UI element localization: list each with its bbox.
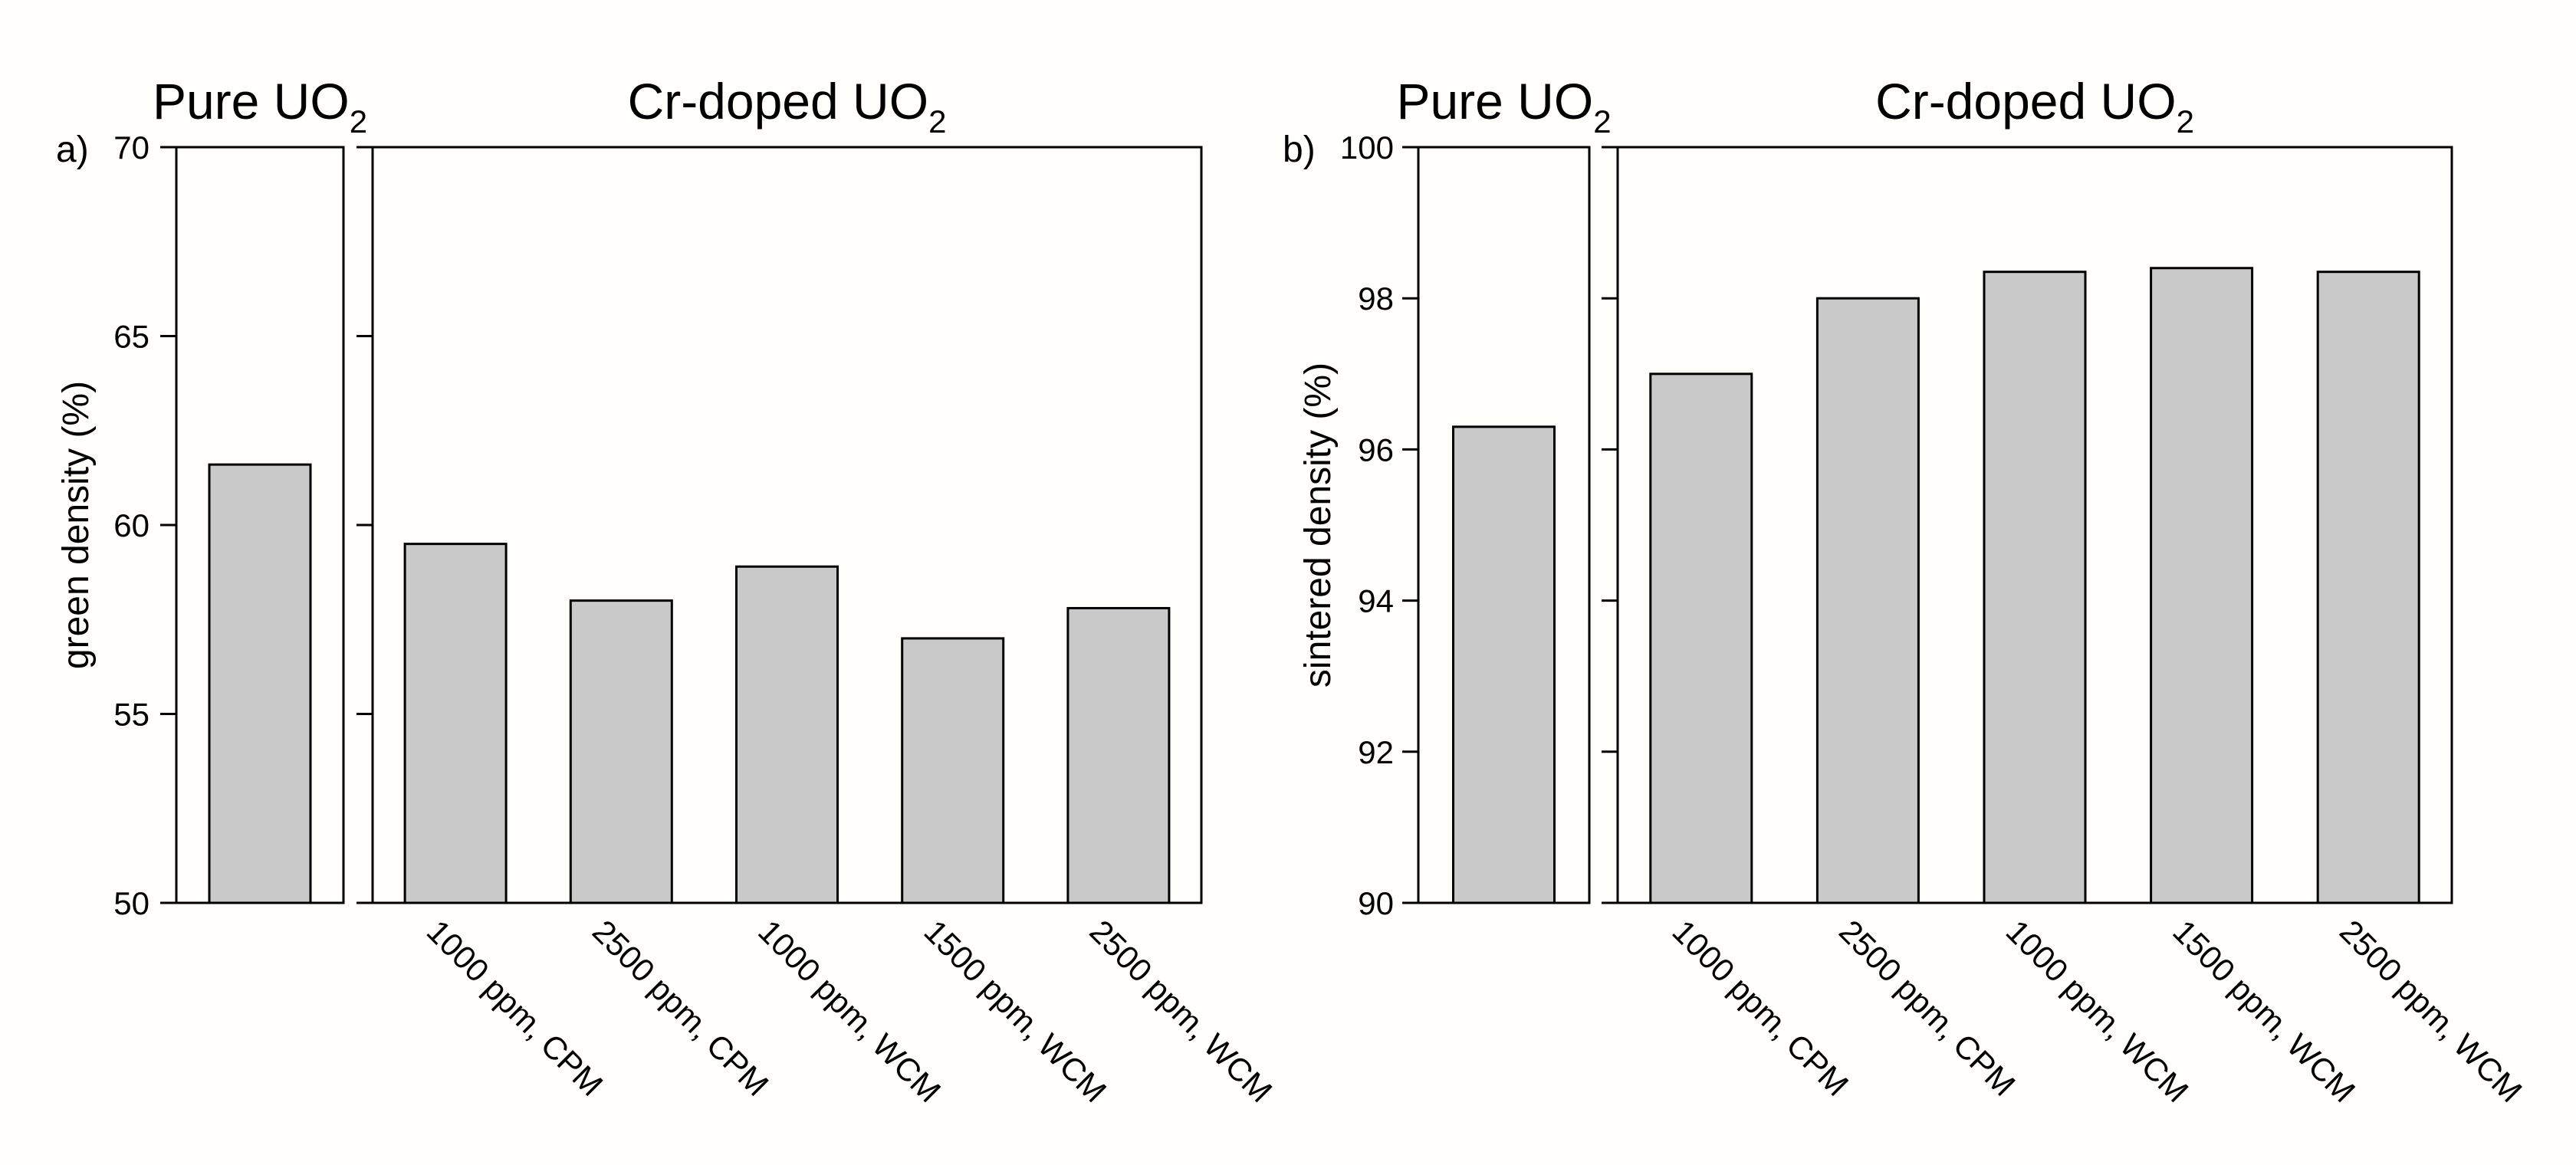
y-tick-label: 65 — [113, 319, 150, 355]
bar — [403, 543, 508, 904]
y-tick-label: 100 — [1340, 130, 1394, 166]
bar — [735, 565, 839, 904]
panel-letter: b) — [1283, 130, 1316, 170]
subpanel-box — [1616, 146, 2453, 904]
y-tick-label: 98 — [1358, 281, 1394, 317]
bar — [1983, 271, 2087, 904]
bar — [1066, 606, 1171, 904]
bar — [1452, 425, 1556, 904]
bar — [2150, 267, 2254, 904]
bar — [1815, 297, 1920, 904]
subpanel-pure: Pure UO2 — [1396, 73, 1612, 904]
subpanel-box — [175, 146, 345, 904]
bar — [901, 637, 1005, 904]
subpanel-title: Cr-doped UO2 — [628, 73, 947, 139]
bar — [2316, 271, 2420, 904]
y-tick-label: 70 — [113, 130, 150, 166]
subpanel-box — [1417, 146, 1591, 904]
y-tick-label: 96 — [1358, 432, 1394, 468]
bar — [1649, 372, 1753, 904]
bar — [569, 599, 673, 904]
y-axis-label: sintered density (%) — [1298, 363, 1339, 688]
subpanel-title: Pure UO2 — [1396, 73, 1611, 139]
y-tick-label: 94 — [1358, 583, 1394, 619]
y-axis-label: green density (%) — [56, 381, 97, 669]
y-tick-label: 90 — [1358, 885, 1394, 921]
subpanel-title: Pure UO2 — [153, 73, 367, 139]
y-tick-label: 50 — [113, 885, 150, 921]
bar — [208, 463, 312, 904]
y-tick-label: 60 — [113, 507, 150, 543]
subpanel-box — [371, 146, 1203, 904]
y-tick-label: 92 — [1358, 734, 1394, 770]
y-tick-label: 55 — [113, 697, 150, 733]
subpanel-title: Cr-doped UO2 — [1875, 73, 2194, 139]
panel-letter: a) — [56, 130, 89, 170]
subpanel-pure: Pure UO2 — [153, 73, 367, 904]
